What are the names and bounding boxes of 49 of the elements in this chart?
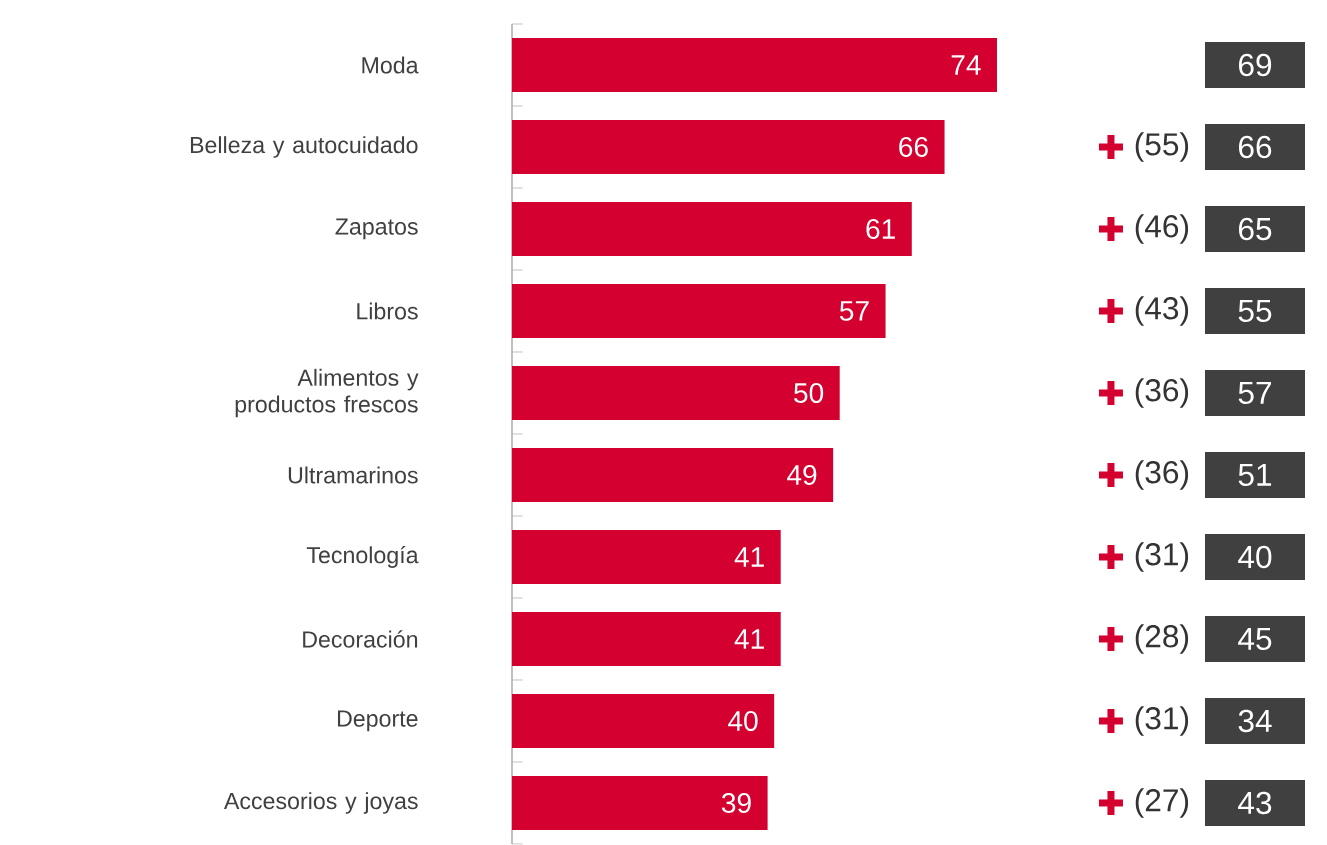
data-label: 74 xyxy=(951,55,981,75)
bar xyxy=(512,776,768,831)
bar xyxy=(512,38,997,93)
data-label: 49 xyxy=(787,465,817,486)
data-label: 41 xyxy=(734,547,764,567)
text: 57 xyxy=(1238,382,1271,405)
text: 43 xyxy=(1238,791,1272,815)
bar xyxy=(512,530,781,585)
text: (36) xyxy=(1135,378,1189,408)
text: (31) xyxy=(1135,706,1189,736)
text: 55 xyxy=(1238,300,1272,323)
bar xyxy=(512,202,912,257)
bar xyxy=(512,612,781,667)
data-label: 40 xyxy=(728,711,758,732)
data-label: 39 xyxy=(721,793,751,814)
data-label: 66 xyxy=(899,137,928,158)
text: 34 xyxy=(1238,709,1272,733)
text: (43) xyxy=(1135,296,1189,326)
data-label: 50 xyxy=(794,383,824,404)
y-tick-label: Alimentos y productos frescos xyxy=(235,368,419,418)
text: 45 xyxy=(1238,628,1272,651)
y-tick-label: Deporte xyxy=(337,710,418,732)
text: 69 xyxy=(1239,53,1272,77)
y-tick-label: Belleza y autocuidado xyxy=(190,136,418,158)
text: (28) xyxy=(1135,624,1189,654)
text: (55) xyxy=(1135,132,1189,162)
text: 51 xyxy=(1238,464,1272,487)
data-label: 61 xyxy=(866,219,895,240)
text: 65 xyxy=(1239,217,1272,241)
y-tick-label: Accesorios y joyas xyxy=(223,792,418,814)
text: (46) xyxy=(1135,214,1189,244)
text: (31) xyxy=(1135,542,1189,572)
bar xyxy=(512,694,775,749)
text: 40 xyxy=(1238,545,1272,569)
bar xyxy=(512,284,886,339)
y-tick-label: Decoración xyxy=(303,630,418,648)
data-label: 41 xyxy=(734,629,764,649)
bar xyxy=(512,448,834,503)
y-tick-label: Zapatos xyxy=(335,218,418,240)
y-tick-label: Libros xyxy=(357,302,418,320)
text: (36) xyxy=(1135,460,1189,490)
y-tick-label: Moda xyxy=(362,56,419,74)
bar xyxy=(512,366,840,421)
bar xyxy=(512,120,945,175)
y-tick-label: Tecnología xyxy=(306,546,419,569)
text: 66 xyxy=(1239,135,1272,159)
data-label: 57 xyxy=(839,301,869,321)
text: (27) xyxy=(1135,788,1189,818)
y-tick-label: Ultramarinos xyxy=(288,466,418,484)
